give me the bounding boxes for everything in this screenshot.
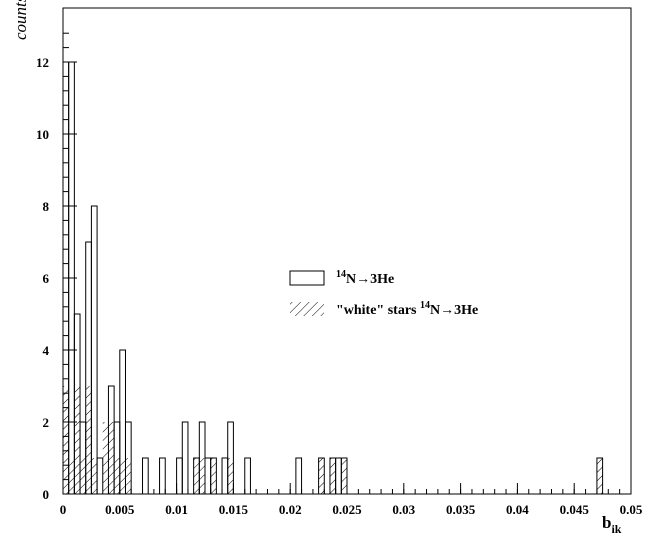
hatched-bar-18 xyxy=(341,458,347,494)
legend-label-open: 14N→3He xyxy=(336,269,394,287)
hatched-bar-17 xyxy=(329,458,336,494)
open-bar-6 xyxy=(96,457,104,495)
legend-label-open-post: N→3He xyxy=(346,272,394,287)
axis-ticks xyxy=(62,32,632,495)
open-bar-37 xyxy=(335,457,342,495)
x-tick-label-4: 0.02 xyxy=(279,502,302,517)
x-tick-label-2: 0.01 xyxy=(165,502,188,517)
y-tick-label-6: 12 xyxy=(36,55,49,70)
hatched-bar-1 xyxy=(68,458,75,494)
x-tick-label-0: 0 xyxy=(60,502,67,517)
open-bar-25 xyxy=(204,457,212,495)
x-tick-label-9: 0.045 xyxy=(560,502,590,517)
legend-label-hatched-sup: 14 xyxy=(420,300,430,311)
open-bar-28 xyxy=(221,457,229,495)
legend-swatch-open xyxy=(289,270,325,286)
plot-frame xyxy=(62,7,632,495)
y-tick-label-0: 0 xyxy=(43,487,50,502)
y-tick-label-1: 2 xyxy=(43,415,50,430)
hatched-bar-11 xyxy=(125,458,132,494)
x-axis-label-main: b xyxy=(602,513,611,532)
hatched-bar-3 xyxy=(80,458,86,494)
y-tick-label-4: 8 xyxy=(43,199,50,214)
hatched-bar-0 xyxy=(63,386,69,494)
hatched-bar-5 xyxy=(91,458,98,494)
open-series-layer xyxy=(62,61,604,495)
y-tick-label-5: 10 xyxy=(36,127,49,142)
hatched-series-layer xyxy=(63,386,603,494)
hatched-bar-19 xyxy=(596,458,603,494)
x-tick-label-7: 0.035 xyxy=(446,502,476,517)
open-bar-20 xyxy=(176,457,183,495)
open-bar-32 xyxy=(244,457,251,495)
y-tick-label-3: 6 xyxy=(43,271,50,286)
open-bar-21 xyxy=(181,421,189,495)
hatched-bar-7 xyxy=(102,422,109,494)
legend-label-hatched-pre: "white" stars xyxy=(336,303,420,318)
x-tick-label-5: 0.025 xyxy=(332,502,362,517)
hatched-bar-9 xyxy=(114,458,120,494)
x-tick-label-10: 0.05 xyxy=(620,502,643,517)
x-tick-label-8: 0.04 xyxy=(506,502,529,517)
legend-label-open-sup: 14 xyxy=(336,269,346,280)
y-tick-label-2: 4 xyxy=(43,343,50,358)
hatched-bar-10 xyxy=(119,458,126,494)
tick-labels: 0 0.005 0.01 0.015 0.02 0.025 0.03 0.035 0.04 0.0… xyxy=(36,55,643,517)
legend-label-hatched: "white" stars 14N→3He xyxy=(336,300,478,318)
hatched-bar-2 xyxy=(74,386,81,494)
x-tick-label-3: 0.015 xyxy=(219,502,249,517)
legend-label-hatched-post: N→3He xyxy=(430,303,478,318)
legend-swatch-hatched xyxy=(290,302,324,316)
hatched-bar-15 xyxy=(227,458,234,494)
hatched-bar-16 xyxy=(318,458,325,494)
hatched-bar-8 xyxy=(108,422,115,494)
x-axis-label-subscript: ik xyxy=(611,522,621,536)
x-tick-label-1: 0.005 xyxy=(105,502,135,517)
open-bar-17 xyxy=(159,457,166,495)
hatched-bar-12 xyxy=(193,458,200,494)
hatched-bar-4 xyxy=(85,386,92,494)
legend: 14N→3He "white" stars 14N→3He xyxy=(289,269,478,318)
hatched-bar-14 xyxy=(210,458,217,494)
open-bar-5 xyxy=(90,205,98,495)
x-tick-label-6: 0.03 xyxy=(392,502,415,517)
x-axis-label: bik xyxy=(602,513,622,536)
open-bar-33 xyxy=(295,457,303,495)
y-axis-label: counts xyxy=(11,0,30,40)
open-bar-14 xyxy=(142,457,149,495)
hatched-bar-13 xyxy=(199,458,205,494)
